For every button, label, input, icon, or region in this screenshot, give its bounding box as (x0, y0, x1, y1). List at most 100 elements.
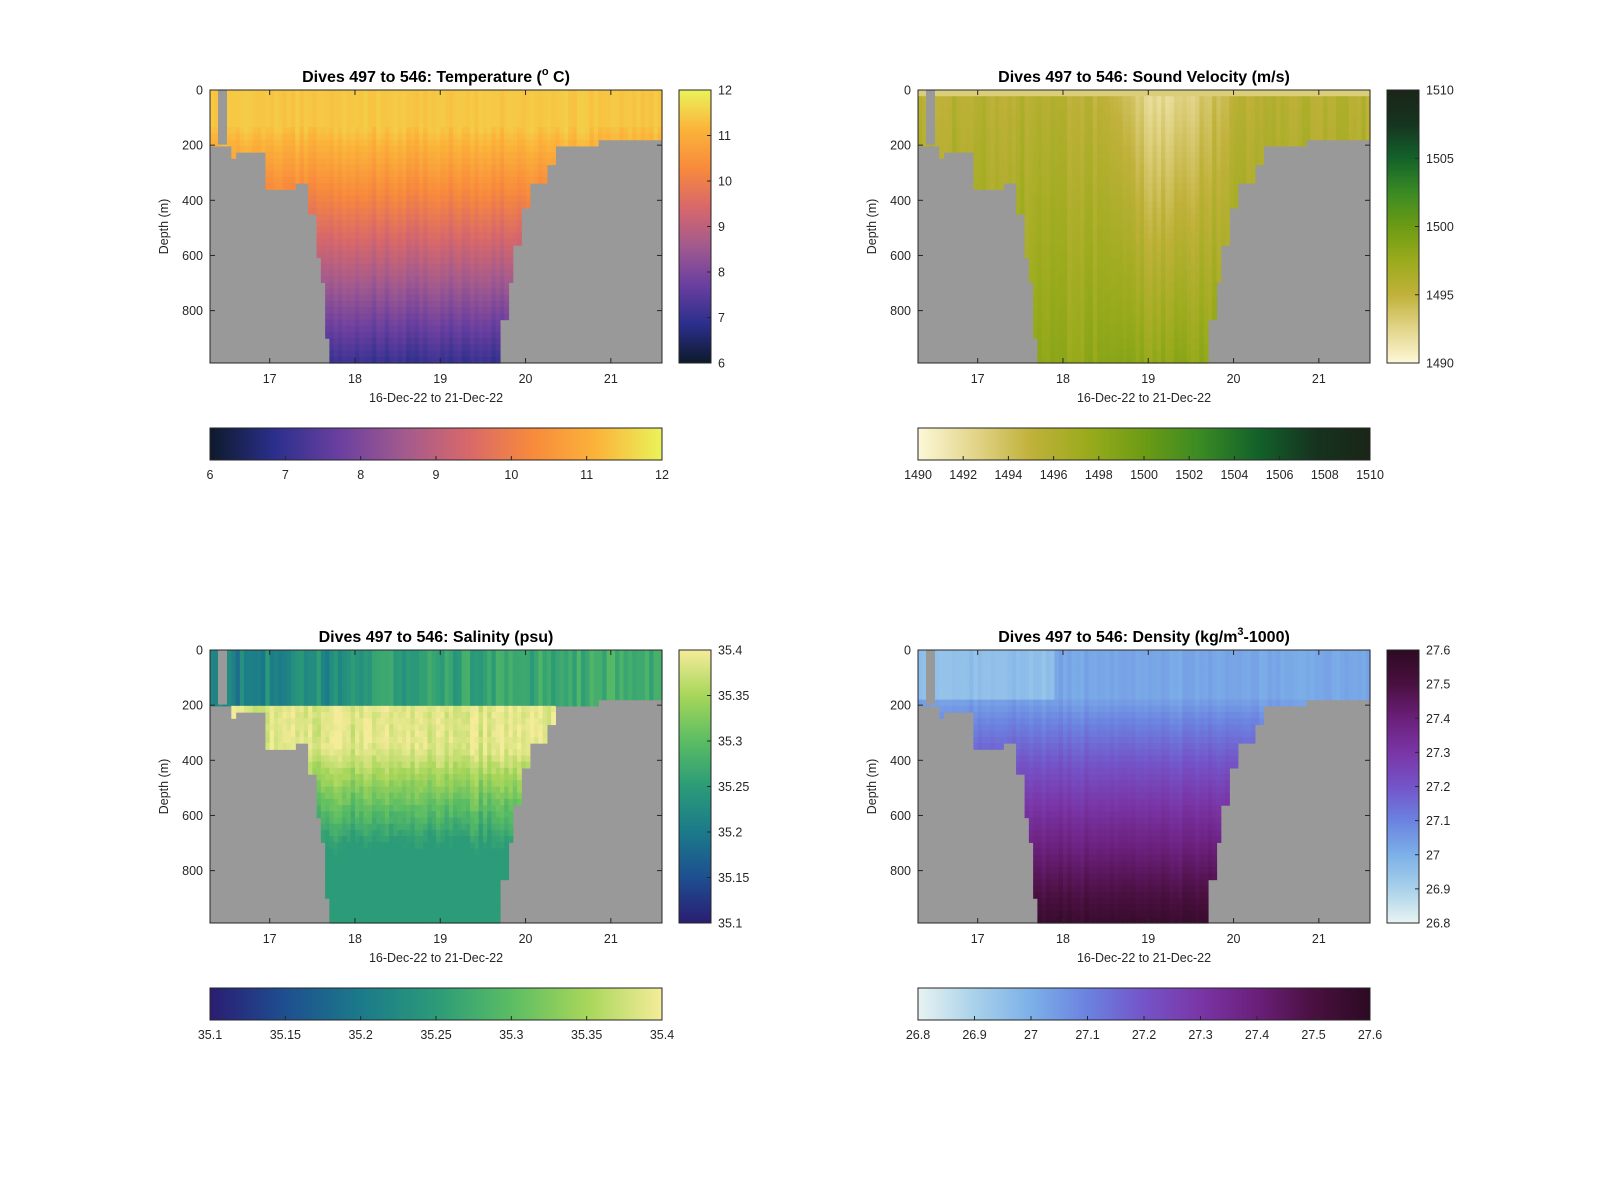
heatmap-cell (350, 170, 356, 178)
heatmap-cell (1135, 338, 1141, 345)
heatmap-cell (461, 189, 467, 197)
colorbar-right-tick-label: 10 (718, 175, 732, 189)
heatmap-cell (453, 356, 458, 364)
heatmap-cell (389, 245, 394, 252)
heatmap-cell (423, 257, 429, 265)
heatmap-cell (977, 176, 983, 184)
heatmap-cell (1152, 158, 1158, 166)
heatmap-cell (418, 269, 424, 277)
heatmap-cell (1024, 232, 1030, 240)
heatmap-cell (1097, 152, 1102, 159)
heatmap-cell (286, 152, 292, 159)
heatmap-cell (1054, 170, 1060, 178)
heatmap-cell (457, 90, 463, 97)
heatmap-cell (444, 207, 450, 215)
heatmap-cell (1131, 313, 1137, 321)
heatmap-cell (1186, 220, 1192, 228)
heatmap-cell (337, 214, 343, 221)
heatmap-cell (1058, 232, 1064, 240)
heatmap-cell (337, 251, 343, 259)
heatmap-cell (1033, 288, 1038, 296)
heatmap-cell (1109, 319, 1115, 327)
heatmap-cell (1075, 294, 1081, 302)
heatmap-cell (227, 139, 232, 147)
heatmap-cell (1088, 96, 1094, 103)
heatmap-cell (431, 189, 437, 197)
heatmap-cell (563, 108, 569, 116)
heatmap-cell (359, 96, 365, 103)
heatmap-cell (329, 282, 335, 290)
heatmap-cell (1020, 90, 1026, 97)
heatmap-cell (1054, 108, 1060, 116)
heatmap-cell (227, 114, 232, 122)
heatmap-cell (444, 183, 450, 190)
heatmap-cell (508, 226, 514, 234)
heatmap-cell (1122, 263, 1128, 271)
heatmap-cell (474, 257, 480, 265)
heatmap-cell (418, 195, 424, 203)
heatmap-cell (414, 170, 420, 178)
heatmap-cell (512, 183, 518, 190)
heatmap-cell (1054, 282, 1060, 290)
heatmap-cell (1161, 238, 1166, 246)
heatmap-cell (1071, 325, 1077, 333)
heatmap-cell (342, 158, 348, 166)
heatmap-cell (444, 331, 450, 339)
heatmap-cell (1024, 176, 1030, 184)
heatmap-cell (1101, 344, 1107, 352)
heatmap-cell (1037, 313, 1043, 321)
heatmap-cell (1144, 238, 1149, 246)
heatmap-cell (1203, 127, 1209, 135)
heatmap-cell (401, 238, 407, 246)
heatmap-cell (312, 90, 318, 97)
heatmap-cell (947, 133, 953, 141)
heatmap-cell (1207, 207, 1213, 215)
heatmap-cell (376, 238, 382, 246)
heatmap-cell (1131, 127, 1137, 135)
heatmap-cell (534, 158, 539, 166)
heatmap-cell (1156, 245, 1162, 252)
heatmap-cell (491, 313, 497, 321)
heatmap-cell (380, 214, 386, 221)
heatmap-cell (649, 108, 655, 116)
heatmap-cell (487, 90, 493, 97)
heatmap-cell (363, 201, 369, 209)
heatmap-cell (1028, 214, 1034, 221)
heatmap-cell (1165, 183, 1171, 190)
heatmap-cell (568, 96, 574, 103)
heatmap-cell (1135, 102, 1141, 110)
heatmap-cell (1148, 121, 1154, 128)
heatmap-cell (393, 238, 399, 246)
heatmap-cell (1190, 133, 1196, 141)
heatmap-cell (325, 96, 330, 103)
heatmap-cell (418, 183, 424, 190)
heatmap-cell (1173, 189, 1179, 197)
heatmap-cell (653, 108, 659, 116)
heatmap-cell (380, 325, 386, 333)
heatmap-cell (956, 90, 962, 97)
heatmap-cell (342, 189, 348, 197)
heatmap-cell (427, 251, 433, 259)
heatmap-cell (265, 164, 271, 172)
heatmap-cell (474, 108, 480, 116)
heatmap-cell (316, 251, 322, 259)
heatmap-cell (478, 307, 484, 314)
heatmap-cell (1126, 145, 1132, 153)
heatmap-cell (1139, 108, 1145, 116)
heatmap-cell (1105, 356, 1111, 364)
heatmap-cell (453, 350, 458, 358)
heatmap-cell (1088, 276, 1094, 283)
heatmap-cell (410, 121, 416, 128)
heatmap-cell (542, 121, 548, 128)
heatmap-cell (406, 220, 412, 228)
heatmap-cell (504, 170, 510, 178)
heatmap-cell (977, 108, 983, 116)
heatmap-cell (354, 152, 360, 159)
heatmap-cell (436, 300, 441, 308)
heatmap-cell (495, 176, 501, 184)
heatmap-cell (406, 133, 412, 141)
heatmap-cell (418, 325, 424, 333)
heatmap-cell (1190, 325, 1196, 333)
heatmap-cell (393, 245, 399, 252)
heatmap-cell (632, 114, 638, 122)
